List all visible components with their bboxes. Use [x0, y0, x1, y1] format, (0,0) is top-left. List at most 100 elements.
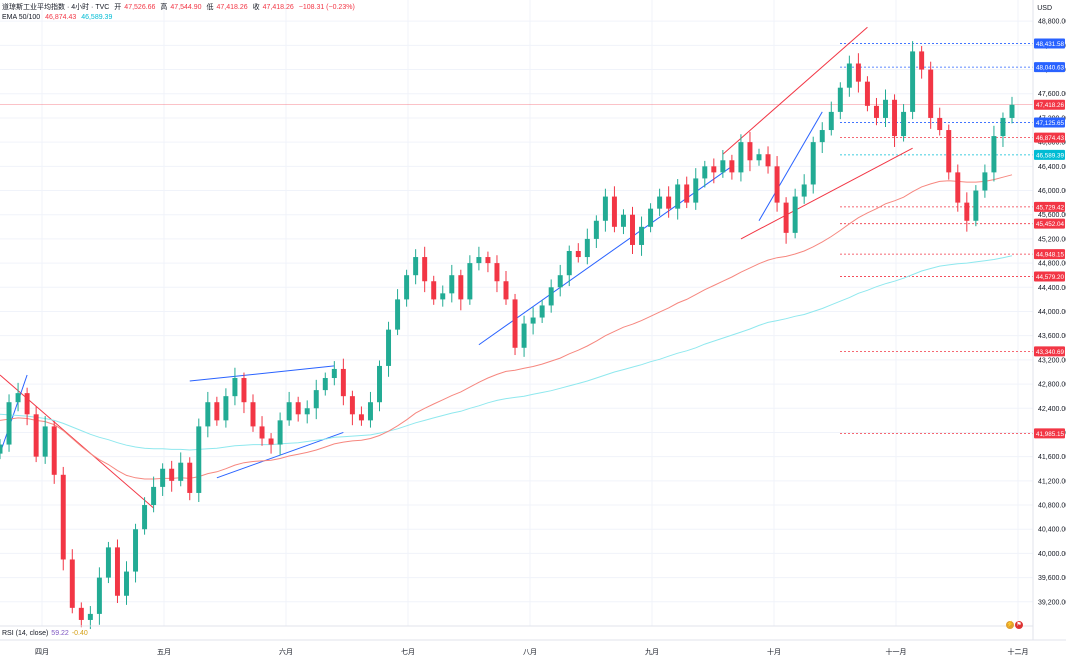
ema50-path: [0, 174, 1013, 480]
candle-body: [6, 402, 12, 445]
trend-line: [740, 147, 913, 240]
lightning-icon[interactable]: ⚡: [1006, 621, 1014, 629]
candle-body: [955, 172, 961, 203]
rsi-ma-value: -0.40: [71, 630, 88, 637]
close-label: 收: [252, 4, 260, 11]
y-tick-label: 45,600.00: [1038, 212, 1066, 219]
ema50-line: [0, 174, 1013, 480]
price-marker: [1034, 201, 1065, 212]
x-axis[interactable]: 四月 五月 六月 七月 八月 九月 十月 十一月 十二月: [35, 647, 1029, 656]
candle-body: [286, 402, 292, 421]
y-tick-label: 43,600.00: [1038, 333, 1066, 340]
currency-label[interactable]: USD: [1037, 5, 1052, 12]
candle-body: [304, 408, 310, 415]
candle-body: [828, 111, 834, 131]
trend-line: [722, 26, 868, 155]
candle-body: [367, 402, 373, 421]
candle-body: [630, 214, 635, 245]
candle-body: [431, 281, 437, 300]
y-tick-label: 41,600.00: [1038, 454, 1066, 461]
candle-body: [404, 275, 410, 300]
y-tick-label: 46,400.00: [1038, 164, 1066, 171]
y-tick-label: 39,200.00: [1038, 599, 1066, 606]
candle-body: [133, 529, 139, 572]
candle-body: [693, 178, 699, 203]
price-marker-label: 47,125.65: [1036, 120, 1065, 127]
candle-body: [711, 166, 717, 173]
candle-body: [358, 414, 364, 421]
candle-body: [910, 51, 916, 112]
candle-body: [1000, 117, 1006, 137]
price-marker-label: 44,948.15: [1036, 252, 1065, 259]
trend-line: [758, 111, 823, 222]
price-marker: [1034, 62, 1065, 73]
candle-body: [87, 613, 93, 620]
candle-body: [69, 559, 75, 608]
rsi-label: RSI (14, close): [2, 630, 49, 637]
candle-body: [648, 208, 654, 227]
y-tick-label: 46,800.00: [1038, 140, 1066, 147]
candle-body: [548, 287, 554, 306]
candle-body: [855, 63, 861, 82]
candle-body: [765, 154, 771, 167]
candle-body: [413, 257, 419, 276]
price-marker-label: 44,579.20: [1036, 274, 1065, 281]
candle-body: [422, 257, 428, 282]
y-tick-label: 45,200.00: [1038, 236, 1066, 243]
candle-body: [96, 577, 102, 614]
price-markers: 48,431.58 48,040.63 47,418.26 47,125.65 46,8…: [1034, 38, 1065, 439]
candle-body: [756, 154, 762, 161]
symbol-title[interactable]: 道琼斯工业平均指数 · 4小时 · TVC: [2, 4, 110, 11]
candle-body: [485, 257, 491, 264]
candle-body: [259, 426, 265, 439]
price-marker: [1034, 99, 1065, 110]
candle-body: [539, 305, 545, 318]
candle-body: [349, 396, 355, 415]
price-marker-label: 46,589.39: [1036, 152, 1065, 159]
candle-body: [729, 160, 735, 173]
rsi-legend[interactable]: RSI (14, close) 59.22 -0.40: [2, 630, 88, 637]
candle-body: [458, 275, 464, 300]
candle-body: [684, 184, 690, 203]
candle-body: [928, 69, 934, 118]
flag-icon[interactable]: ⚑: [1015, 621, 1023, 629]
x-tick-label: 九月: [645, 647, 659, 656]
event-icons[interactable]: ⚡ ⚑: [1006, 613, 1024, 631]
candle-body: [620, 214, 626, 227]
candle-body: [33, 414, 39, 457]
candle-body: [702, 166, 708, 179]
candle-body: [1009, 104, 1015, 118]
candle-body: [611, 196, 617, 227]
price-marker-label: 41,985.15: [1036, 431, 1065, 438]
candle-body: [295, 402, 301, 415]
y-tick-label: 43,200.00: [1038, 357, 1066, 364]
candle-body: [241, 378, 247, 403]
candle-body: [512, 299, 518, 348]
ema100-value: 46,589.39: [81, 14, 113, 21]
candle-body: [883, 99, 888, 118]
candle-body: [639, 226, 645, 245]
candle-body: [557, 275, 563, 288]
price-marker: [1034, 346, 1065, 357]
y-tick-label: 40,400.00: [1038, 527, 1066, 534]
candle-body: [801, 184, 807, 197]
candle-body: [503, 281, 509, 300]
price-marker: [1034, 218, 1065, 229]
candle-body: [494, 263, 500, 282]
ema-legend[interactable]: EMA 50/100 46,874.43 46,589.39: [2, 13, 115, 22]
price-marker-label: 47,418.26: [1036, 102, 1065, 109]
y-tick-label: 39,600.00: [1038, 575, 1066, 582]
y-tick-label: 48,800.00: [1038, 19, 1066, 26]
price-marker: [1034, 271, 1065, 282]
candle-body: [160, 468, 166, 487]
candle-body: [187, 462, 193, 493]
candle-body: [205, 402, 211, 427]
candle-body: [340, 368, 346, 397]
price-marker: [1034, 132, 1065, 143]
candle-body: [395, 299, 401, 330]
candle-body: [232, 378, 238, 397]
candle-body: [666, 196, 672, 209]
candle-body: [51, 426, 57, 475]
y-tick-label: 44,000.00: [1038, 309, 1066, 316]
